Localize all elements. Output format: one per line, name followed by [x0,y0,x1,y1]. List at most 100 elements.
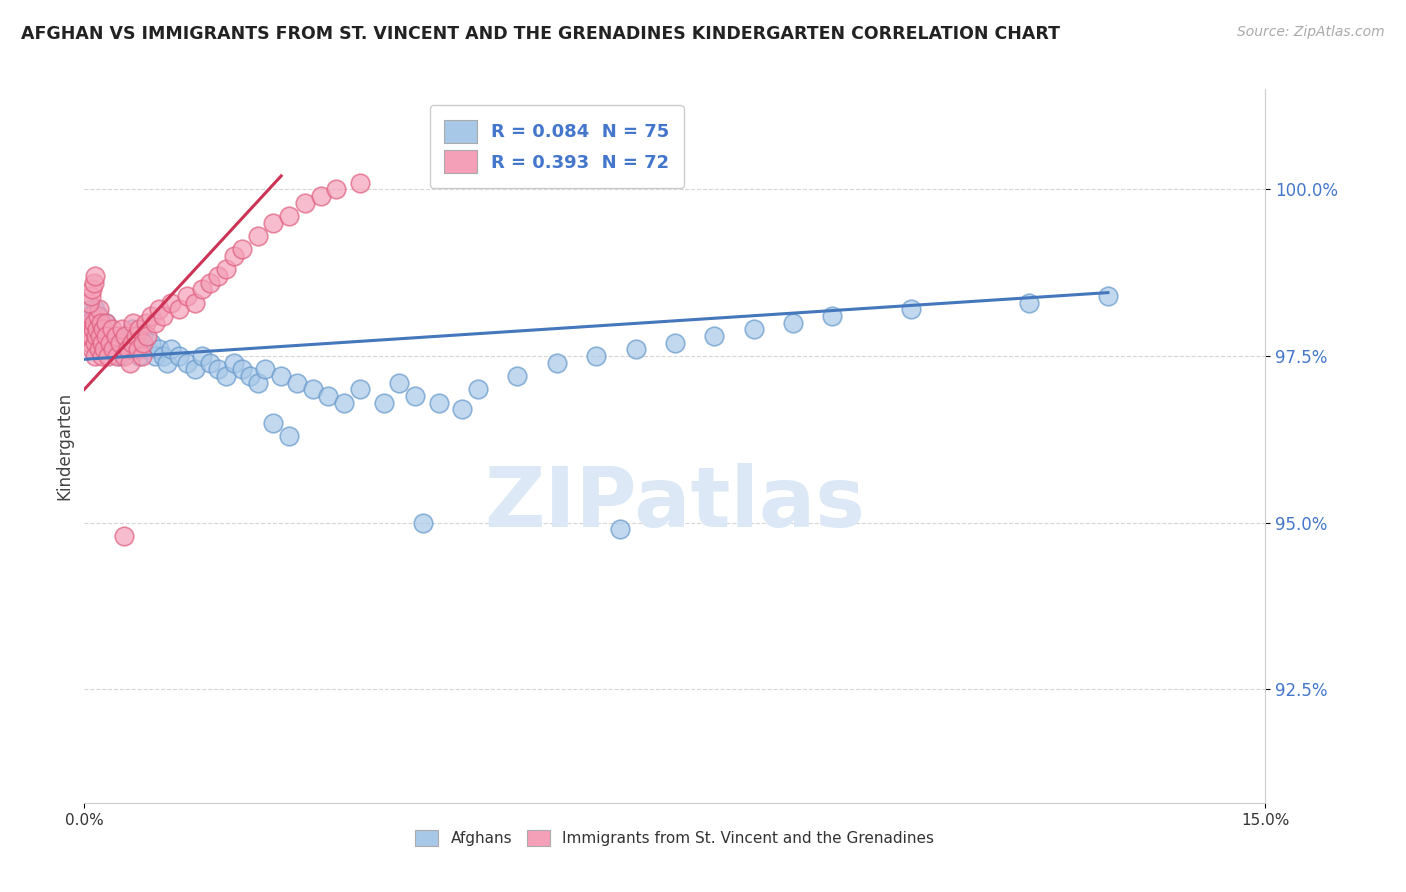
Point [412,516,434,530]
Point [285,376,308,390]
Point [152,349,174,363]
Point [152,309,174,323]
Point [131,349,153,363]
Point [104,329,127,343]
Point [118,356,141,370]
Point [127,343,149,357]
Point [246,376,269,390]
Point [143,349,166,363]
Point [87,302,110,317]
Point [183,295,205,310]
Point [82,343,104,357]
Text: Source: ZipAtlas.com: Source: ZipAtlas.com [1237,25,1385,39]
Point [183,362,205,376]
Point [84,302,107,317]
Point [87,309,110,323]
Point [239,368,262,383]
Point [89,343,111,357]
Point [89,329,111,343]
Point [141,335,163,350]
Point [404,389,426,403]
Point [278,209,301,223]
Point [270,368,292,383]
Point [609,522,631,536]
Point [546,356,568,370]
Point [83,316,105,330]
Point [703,329,725,343]
Point [84,268,107,283]
Point [91,349,114,363]
Legend: Afghans, Immigrants from St. Vincent and the Grenadines: Afghans, Immigrants from St. Vincent and… [409,824,941,852]
Point [782,316,804,330]
Point [90,335,112,350]
Point [506,368,529,383]
Point [143,316,166,330]
Point [349,382,371,396]
Point [121,335,143,350]
Point [349,176,371,190]
Point [222,249,245,263]
Point [427,395,450,409]
Point [76,329,98,343]
Point [97,349,120,363]
Point [156,356,179,370]
Point [278,429,301,443]
Point [93,322,115,336]
Point [262,216,284,230]
Point [148,302,170,317]
Point [86,335,108,350]
Point [318,389,340,403]
Point [82,329,104,343]
Point [200,356,222,370]
Point [79,309,101,323]
Point [231,242,253,256]
Point [97,329,120,343]
Point [112,335,135,350]
Point [148,343,170,357]
Point [821,309,844,323]
Point [101,322,124,336]
Point [79,289,101,303]
Point [112,529,135,543]
Point [80,309,103,323]
Point [1018,295,1040,310]
Point [141,309,163,323]
Point [1097,289,1119,303]
Point [124,335,146,350]
Point [82,282,104,296]
Point [79,335,101,350]
Y-axis label: Kindergarten: Kindergarten [55,392,73,500]
Point [87,322,110,336]
Point [84,329,107,343]
Point [87,309,110,323]
Point [77,316,100,330]
Point [91,322,114,336]
Point [128,322,150,336]
Point [254,362,277,376]
Point [135,316,157,330]
Point [83,276,105,290]
Point [451,402,474,417]
Point [101,335,124,350]
Point [117,343,139,357]
Point [207,268,229,283]
Point [117,343,139,357]
Point [111,322,134,336]
Point [294,195,316,210]
Point [80,302,103,317]
Point [83,322,105,336]
Point [104,329,127,343]
Point [132,329,155,343]
Point [103,343,125,357]
Point [94,316,117,330]
Point [301,382,323,396]
Point [90,343,112,357]
Point [89,329,111,343]
Point [373,395,395,409]
Point [624,343,647,357]
Point [136,329,159,343]
Point [246,228,269,243]
Point [388,376,411,390]
Point [191,349,214,363]
Point [215,368,238,383]
